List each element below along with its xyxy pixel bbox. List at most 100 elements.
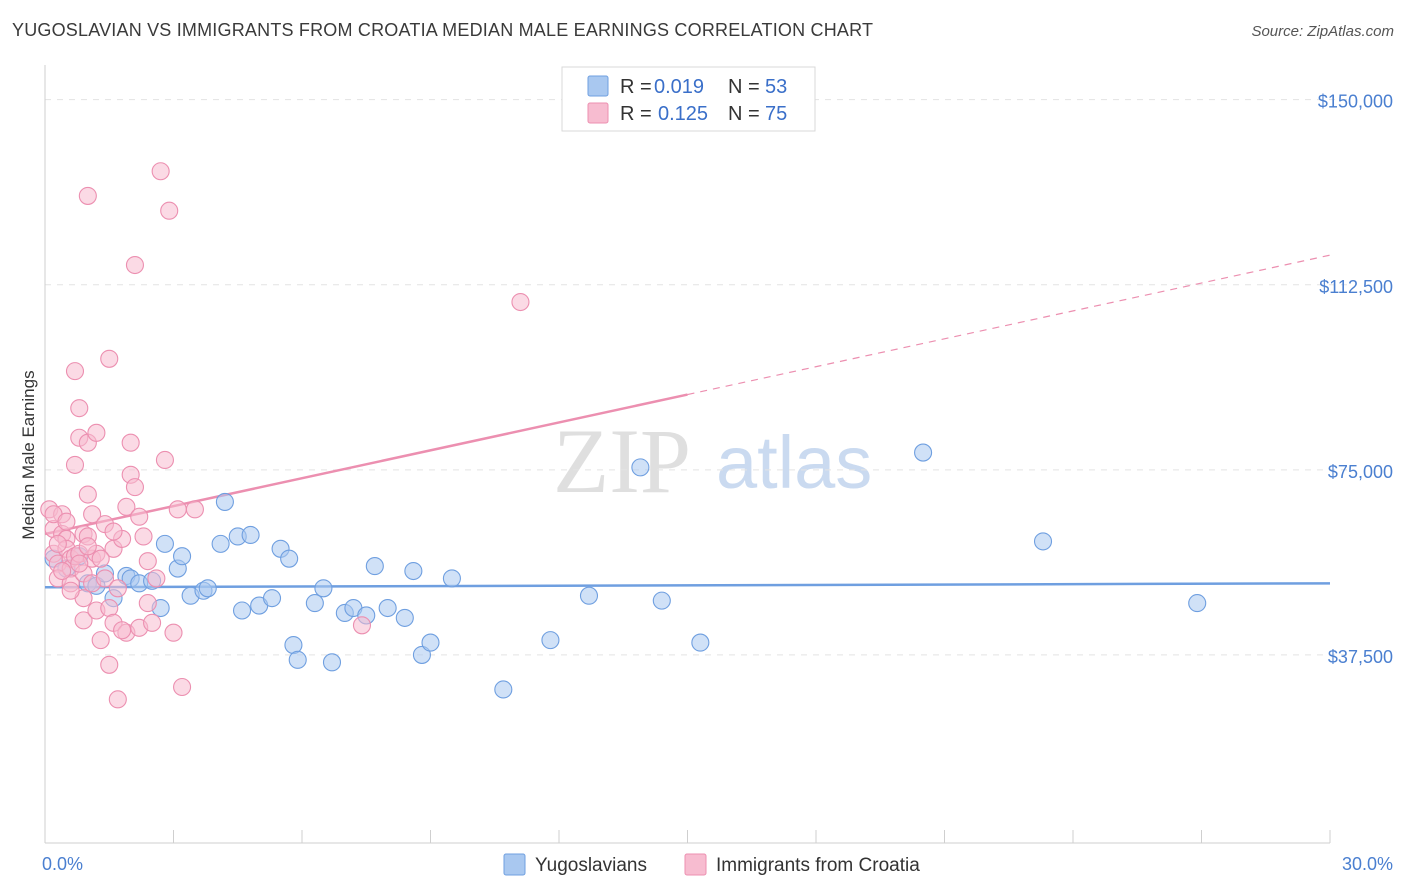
watermark-atlas: atlas [716, 421, 872, 504]
point-croatia [155, 450, 174, 470]
point-croatia [78, 186, 97, 205]
bottom-legend-swatch-croatia [684, 853, 707, 876]
point-croatia [70, 399, 89, 418]
point-yugoslavians [288, 650, 307, 669]
point-croatia [511, 292, 530, 312]
point-yugoslavians [1188, 594, 1207, 613]
point-yugoslavians [691, 633, 710, 652]
point-yugoslavians [412, 645, 431, 664]
point-croatia [78, 537, 97, 556]
point-croatia [83, 505, 102, 524]
legend-swatch-yugoslavians [587, 75, 609, 97]
legend-r-label: R = [620, 103, 652, 125]
data-points [40, 162, 1207, 709]
point-croatia [108, 579, 127, 598]
y-tick-label: $112,500 [1319, 277, 1393, 297]
point-croatia [160, 201, 179, 220]
point-croatia [100, 349, 119, 368]
axes [44, 65, 1331, 844]
point-yugoslavians [378, 598, 397, 618]
point-yugoslavians [652, 591, 671, 610]
legend-r-label: R = [620, 76, 652, 98]
point-croatia [53, 561, 72, 581]
chart-title: YUGOSLAVIAN VS IMMIGRANTS FROM CROATIA M… [12, 20, 874, 40]
legend-n-value: 53 [765, 76, 787, 98]
bottom-legend-swatch-yugoslavians [503, 853, 526, 876]
point-croatia [143, 613, 162, 632]
point-yugoslavians [211, 534, 230, 553]
point-yugoslavians [173, 547, 192, 566]
watermark-zip: ZIP [553, 410, 691, 512]
point-croatia [125, 478, 144, 497]
point-yugoslavians [914, 443, 933, 462]
point-croatia [95, 569, 115, 588]
y-tick-label: $150,000 [1318, 92, 1393, 112]
legend-n-label: N = [728, 103, 760, 125]
bottom-legend: Yugoslavians Immigrants from Croatia [503, 853, 920, 876]
point-yugoslavians [322, 653, 342, 672]
legend-n-value: 75 [765, 103, 787, 125]
point-croatia [168, 500, 187, 519]
point-yugoslavians [541, 631, 560, 650]
point-yugoslavians [262, 589, 282, 608]
point-croatia [65, 362, 85, 381]
point-yugoslavians [365, 557, 384, 576]
trend-line-yugoslavians [44, 582, 1331, 589]
source-label: Source: ZipAtlas.com [1251, 23, 1394, 40]
point-croatia [87, 423, 106, 442]
point-yugoslavians [215, 492, 234, 511]
point-yugoslavians [494, 680, 513, 699]
point-croatia [113, 621, 132, 640]
bottom-legend-label-croatia: Immigrants from Croatia [716, 855, 920, 876]
trend-lines [44, 254, 1331, 589]
point-croatia [147, 569, 166, 588]
point-croatia [91, 631, 110, 650]
point-croatia [78, 485, 97, 504]
point-croatia [138, 552, 157, 571]
point-croatia [125, 255, 144, 275]
legend-swatch-croatia [587, 102, 609, 124]
point-croatia [173, 677, 192, 697]
point-yugoslavians [579, 586, 599, 605]
point-croatia [61, 581, 80, 600]
grid-lines [45, 99, 1350, 656]
bottom-legend-label-yugoslavians: Yugoslavians [535, 855, 647, 876]
point-croatia [352, 616, 372, 635]
point-croatia [65, 455, 85, 474]
point-yugoslavians [314, 579, 333, 598]
point-croatia [130, 507, 149, 526]
x-tick-label: 0.0% [42, 854, 83, 874]
legend: R = 0.019 N = 53 R = 0.125 N = 75 [561, 66, 816, 132]
point-yugoslavians [404, 561, 423, 581]
point-croatia [100, 655, 119, 674]
point-yugoslavians [280, 549, 299, 568]
watermark: ZIP atlas [553, 410, 872, 512]
trend-line-croatia-dashed [687, 254, 1331, 396]
point-yugoslavians [421, 633, 440, 652]
legend-r-value: 0.019 [654, 76, 704, 98]
point-croatia [70, 554, 89, 573]
point-croatia [57, 512, 76, 531]
point-croatia [134, 527, 153, 546]
x-tick-label: 30.0% [1342, 854, 1393, 874]
y-tick-label: $75,000 [1328, 462, 1393, 482]
x-tick-labels: 0.0% 30.0% [42, 854, 1393, 874]
trend-line-croatia [44, 393, 688, 536]
legend-n-label: N = [728, 76, 760, 98]
point-croatia [138, 594, 157, 613]
point-croatia [104, 522, 123, 541]
legend-r-value: 0.125 [658, 103, 708, 125]
point-croatia [48, 534, 67, 553]
point-croatia [164, 623, 183, 642]
point-croatia [117, 497, 136, 516]
point-yugoslavians [155, 534, 174, 553]
point-croatia [151, 162, 170, 181]
point-yugoslavians [305, 594, 324, 613]
point-croatia [74, 611, 93, 630]
point-croatia [91, 549, 110, 568]
point-yugoslavians [198, 579, 217, 598]
y-tick-label: $37,500 [1328, 647, 1393, 667]
point-yugoslavians [241, 525, 260, 545]
point-yugoslavians [395, 608, 414, 627]
point-yugoslavians [442, 569, 461, 588]
